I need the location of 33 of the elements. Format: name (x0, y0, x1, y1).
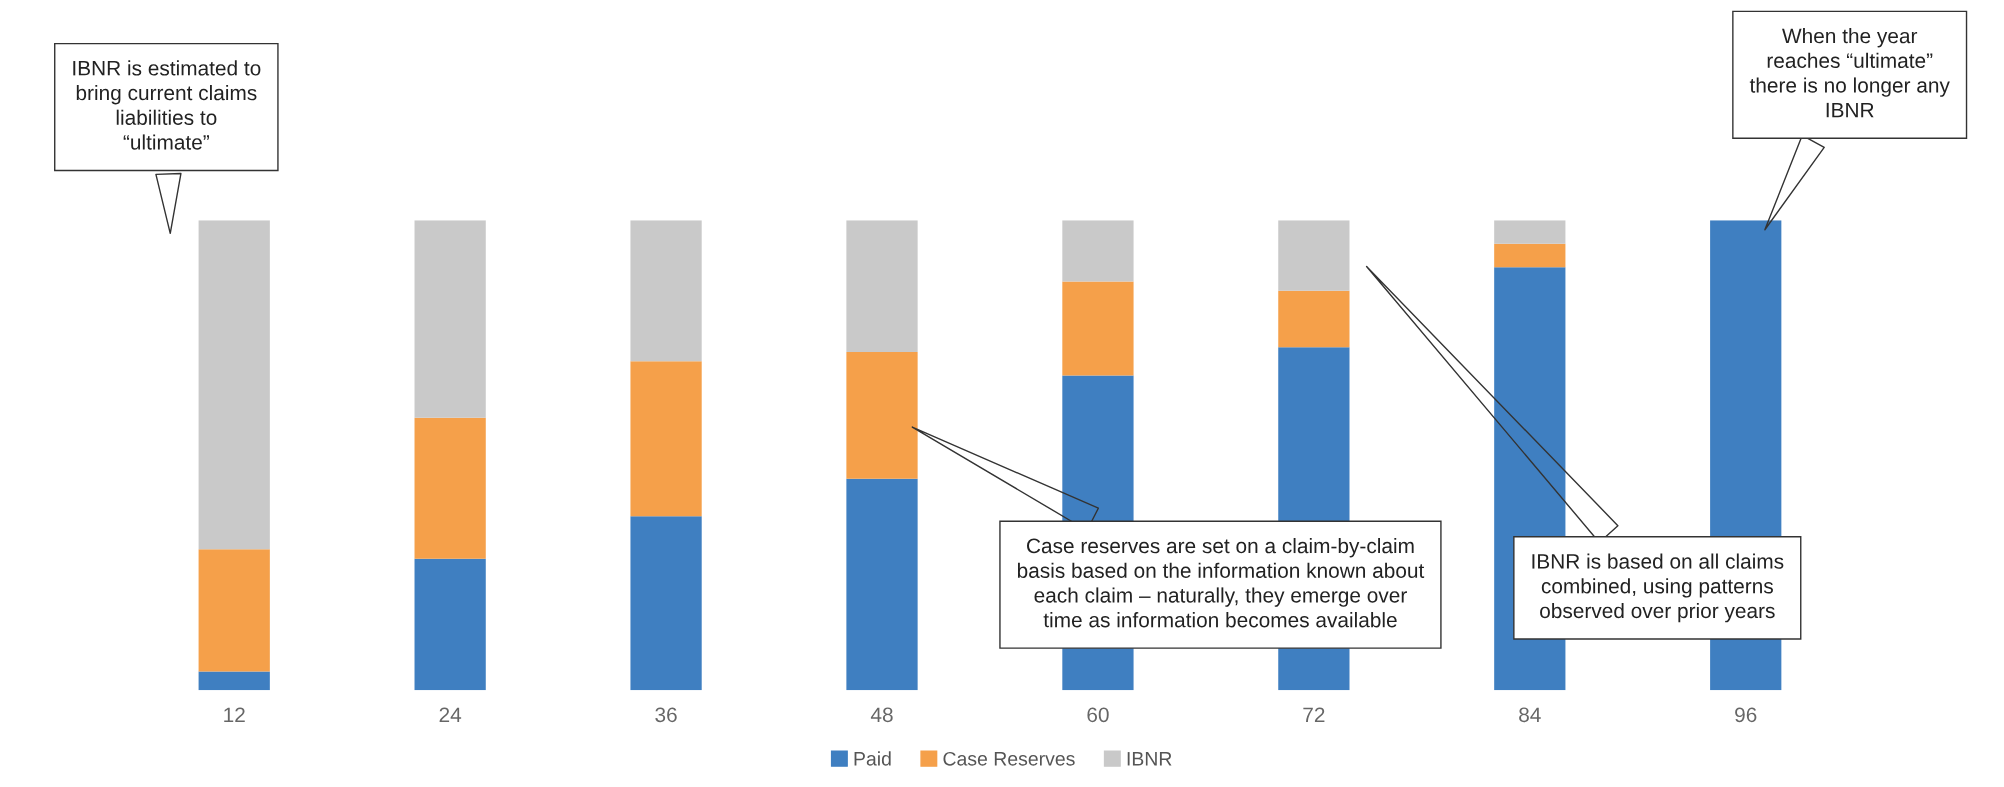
bar (414, 220, 486, 418)
x-tick-label: 24 (439, 707, 462, 722)
bar (1278, 290, 1350, 348)
bar (1278, 220, 1350, 291)
bar (846, 478, 918, 691)
legend-label: Paid (854, 751, 891, 766)
x-tick-label: 36 (655, 707, 677, 723)
legend-label: Case Reserves (943, 751, 1075, 766)
bar (198, 220, 270, 550)
x-tick-label: 96 (1735, 707, 1757, 723)
bar (630, 220, 702, 362)
bar (630, 361, 702, 517)
x-tick-label: 72 (1303, 707, 1325, 722)
x-tick-label: 84 (1519, 707, 1541, 723)
bar (1494, 243, 1566, 268)
bar (1062, 281, 1134, 376)
text: IBNR is estimated to bring current claims liabilities to “ultimate” (73, 60, 261, 150)
bar (414, 558, 486, 691)
annotation: IBNR is based on all claims combined, using patterns observed over prior years (1532, 553, 1784, 623)
bar (198, 549, 270, 672)
annotation: Case reserves are set on a claim-by-claim basis based on the information known about each claim – naturally, they emerge over time as information becomes available (1017, 537, 1425, 628)
x-tick-label: 12 (224, 707, 245, 722)
legend-label: IBNR (1127, 752, 1172, 766)
bar (198, 671, 270, 691)
bar (1494, 220, 1566, 244)
x-tick-label: 60 (1087, 707, 1109, 723)
bar (1062, 220, 1134, 282)
bar (846, 351, 918, 479)
bar (846, 220, 918, 352)
bar (630, 516, 702, 691)
bar (414, 417, 486, 559)
text: When the year reaches “ultimate” there is no longer any IBNR (1749, 28, 1950, 118)
x-tick-label: 48 (870, 707, 893, 723)
